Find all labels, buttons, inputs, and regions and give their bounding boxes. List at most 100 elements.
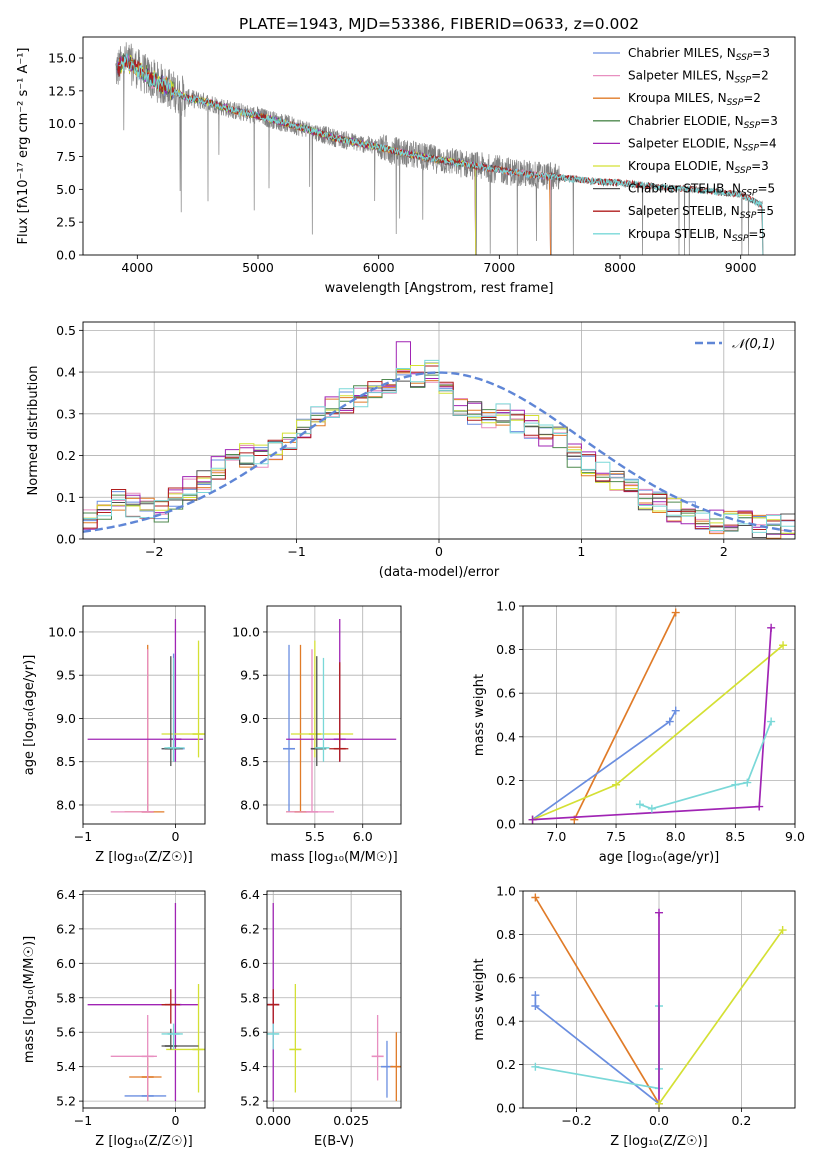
weight-marker bbox=[531, 1002, 540, 1011]
y-tick-label: 5.4 bbox=[56, 1059, 76, 1074]
normal-curve bbox=[83, 371, 795, 533]
y-tick-label: 6.2 bbox=[56, 921, 76, 936]
y-tick-label: 9.0 bbox=[56, 711, 76, 726]
x-axis-label: E(B-V) bbox=[314, 1134, 354, 1149]
legend-label: Salpeter STELIB, NSSP=5 bbox=[628, 204, 774, 221]
y-tick-label: 5.4 bbox=[240, 1059, 260, 1074]
panel-spectrum: 4000 5000 6000 7000 8000 9000 0.0 2.5 5.0 7.5 10.0… bbox=[16, 36, 796, 296]
x-tick-label: 0.000 bbox=[255, 1113, 291, 1128]
x-tick-label: −1 bbox=[287, 544, 305, 559]
weight-marker bbox=[779, 641, 788, 650]
model-spectrum-line bbox=[118, 53, 764, 255]
y-tick-label: 0.3 bbox=[56, 406, 76, 421]
y-tick-label: 0.1 bbox=[56, 490, 76, 505]
x-axis-label: wavelength [Angstrom, rest frame] bbox=[325, 281, 554, 296]
figure-title: PLATE=1943, MJD=53386, FIBERID=0633, z=0… bbox=[239, 15, 639, 33]
panel-weight-vs-age: 7.0 7.5 8.0 8.5 9.0 0.0 0.2 0.4 0.6 0.8 1.0 age [lo… bbox=[472, 599, 805, 866]
y-tick-label: 0.2 bbox=[496, 773, 516, 788]
y-tick-label: 5.8 bbox=[56, 990, 76, 1005]
residual-legend: 𝒩(0,1) bbox=[695, 337, 775, 352]
x-tick-label: 0.2 bbox=[731, 1113, 751, 1128]
weight-marker bbox=[655, 908, 663, 917]
weight-marker bbox=[612, 780, 621, 789]
y-tick-label: 0.4 bbox=[496, 1014, 516, 1029]
y-tick-label: 5.6 bbox=[56, 1025, 76, 1040]
x-tick-label: 5000 bbox=[242, 260, 274, 275]
weight-line bbox=[535, 1006, 660, 1090]
x-axis-label: Z [log₁₀(Z/Z☉)] bbox=[610, 1134, 707, 1149]
x-tick-label: 8.5 bbox=[725, 829, 745, 844]
y-tick-label: 8.5 bbox=[56, 754, 76, 769]
y-axis-label: mass weight bbox=[472, 674, 487, 756]
weight-marker bbox=[671, 608, 680, 617]
x-tick-label: 1 bbox=[577, 544, 585, 559]
panel-age-vs-mass: 5.5 6.0 8.0 8.5 9.0 9.5 10.0 mass [log₁₀(M/M☉)] bbox=[232, 605, 402, 865]
weight-vs-age-grid bbox=[523, 605, 796, 825]
y-tick-label: 0.0 bbox=[496, 1101, 516, 1116]
histogram-step bbox=[83, 359, 795, 533]
y-tick-label: 8.0 bbox=[56, 797, 76, 812]
x-tick-label: 6000 bbox=[363, 260, 395, 275]
weight-marker bbox=[665, 717, 674, 726]
y-tick-label: 10.0 bbox=[48, 116, 76, 131]
weight-marker bbox=[671, 706, 680, 715]
y-tick-label: 0.8 bbox=[496, 642, 516, 657]
x-tick-label: 0 bbox=[171, 1113, 179, 1128]
y-tick-label: 0.0 bbox=[56, 248, 76, 263]
axes-frame bbox=[82, 605, 206, 825]
weight-line bbox=[573, 612, 677, 820]
x-tick-label: −1 bbox=[74, 1113, 92, 1128]
weight-line bbox=[658, 929, 784, 1105]
x-axis-label: Z [log₁₀(Z/Z☉)] bbox=[95, 850, 192, 865]
x-axis-label: mass [log₁₀(M/M☉)] bbox=[270, 850, 397, 865]
x-tick-label: 0.025 bbox=[333, 1113, 369, 1128]
x-tick-label: 5.5 bbox=[305, 829, 325, 844]
legend-label: Chabrier ELODIE, NSSP=3 bbox=[628, 114, 778, 131]
y-tick-label: 5.2 bbox=[240, 1094, 260, 1109]
model-spectrum-line bbox=[117, 56, 764, 255]
panel-weight-vs-z: −0.2 0.0 0.2 0.0 0.2 0.4 0.6 0.8 1.0 Z [log₁₀(Z/Z… bbox=[472, 884, 796, 1149]
axes-frame bbox=[82, 36, 796, 256]
age-vs-mass-grid bbox=[267, 606, 401, 824]
y-tick-label: 8.5 bbox=[240, 754, 260, 769]
x-axis-label: Z [log₁₀(Z/Z☉)] bbox=[95, 1134, 192, 1149]
weight-vs-age-plot-area bbox=[528, 608, 788, 824]
y-tick-label: 7.5 bbox=[56, 149, 76, 164]
y-tick-label: 0.5 bbox=[56, 323, 76, 338]
panel-mass-vs-z: −1 0 5.2 5.4 5.6 5.8 6.0 6.2 6.4 Z [log₁₀(Z/Z☉)] m… bbox=[22, 887, 206, 1149]
y-tick-label: 8.0 bbox=[240, 797, 260, 812]
mass-vs-ebv-grid bbox=[267, 891, 401, 1108]
legend-label: Kroupa MILES, NSSP=2 bbox=[628, 91, 761, 108]
y-tick-label: 6.0 bbox=[240, 956, 260, 971]
y-tick-label: 9.5 bbox=[240, 668, 260, 683]
y-tick-label: 9.0 bbox=[240, 711, 260, 726]
x-tick-label: 7000 bbox=[483, 260, 515, 275]
panel-age-vs-z: −1 0 8.0 8.5 9.0 9.5 10.0 Z [log₁₀(Z/Z☉)] age [l… bbox=[22, 605, 206, 865]
axes-frame bbox=[266, 605, 402, 825]
axes-frame bbox=[82, 321, 796, 540]
y-tick-label: 2.5 bbox=[56, 215, 76, 230]
axes-frame bbox=[82, 890, 206, 1109]
legend-label: Kroupa STELIB, NSSP=5 bbox=[628, 227, 766, 244]
weight-marker bbox=[531, 893, 540, 902]
x-tick-label: 0.0 bbox=[649, 1113, 669, 1128]
weight-marker bbox=[635, 800, 644, 809]
legend-label: Salpeter MILES, NSSP=2 bbox=[628, 69, 769, 86]
weight-marker bbox=[755, 802, 764, 811]
y-tick-label: 15.0 bbox=[48, 51, 76, 66]
weight-marker bbox=[531, 991, 540, 1000]
residuals-plot-area bbox=[83, 341, 795, 539]
x-tick-label: 2 bbox=[720, 544, 728, 559]
y-axis-label: Normed distribution bbox=[26, 366, 41, 496]
x-tick-label: 9.0 bbox=[785, 829, 805, 844]
weight-marker bbox=[647, 804, 656, 813]
x-tick-label: −0.2 bbox=[561, 1113, 591, 1128]
mass-vs-ebv-plot-area bbox=[267, 903, 401, 1102]
y-tick-label: 5.2 bbox=[56, 1094, 76, 1109]
legend-label: Chabrier STELIB, NSSP=5 bbox=[628, 182, 775, 199]
y-tick-label: 6.0 bbox=[56, 956, 76, 971]
y-tick-label: 1.0 bbox=[496, 884, 516, 899]
y-tick-label: 0.2 bbox=[496, 1057, 516, 1072]
weight-marker bbox=[778, 926, 787, 935]
